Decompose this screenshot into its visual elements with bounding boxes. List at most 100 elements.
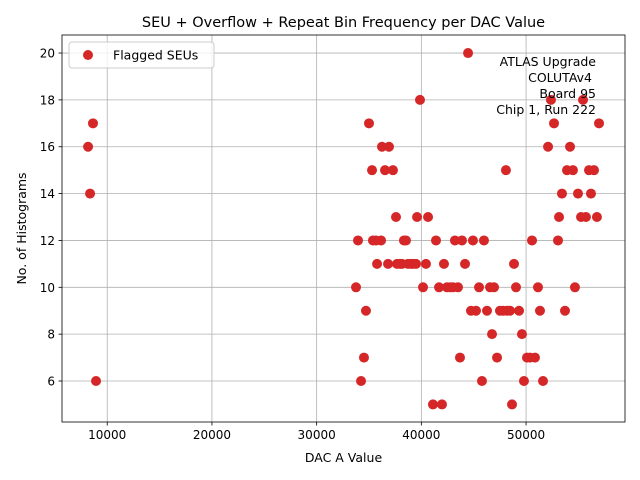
data-point xyxy=(351,282,362,293)
data-point xyxy=(85,188,96,199)
y-axis-ticks: 6 8 10 12 14 16 18 20 xyxy=(40,47,62,389)
data-point xyxy=(456,235,467,246)
data-point xyxy=(436,399,447,410)
data-point xyxy=(489,282,500,293)
data-point xyxy=(549,118,560,129)
data-point xyxy=(360,305,371,316)
data-point xyxy=(543,141,554,152)
data-point xyxy=(460,258,471,269)
data-point xyxy=(474,282,485,293)
data-point xyxy=(527,235,538,246)
data-point xyxy=(427,399,438,410)
data-point xyxy=(578,94,589,105)
y-tick-label: 18 xyxy=(40,93,55,107)
data-point xyxy=(363,118,374,129)
y-tick-label: 14 xyxy=(40,187,55,201)
data-point xyxy=(552,235,563,246)
data-point xyxy=(534,305,545,316)
data-point xyxy=(383,141,394,152)
x-tick-label: 50000 xyxy=(507,428,545,442)
data-point xyxy=(529,352,540,363)
data-point xyxy=(449,235,460,246)
data-point xyxy=(380,165,391,176)
x-tick-label: 20000 xyxy=(193,428,231,442)
data-point xyxy=(487,329,498,340)
data-point xyxy=(418,282,429,293)
data-point xyxy=(492,352,503,363)
data-point xyxy=(538,376,549,387)
data-point xyxy=(463,48,474,59)
data-point xyxy=(565,141,576,152)
data-point xyxy=(412,212,423,223)
data-point xyxy=(476,376,487,387)
x-axis-label: DAC A Value xyxy=(305,450,383,465)
data-point xyxy=(372,258,383,269)
data-point xyxy=(353,235,364,246)
data-point xyxy=(594,118,605,129)
legend-marker xyxy=(83,50,93,60)
data-point xyxy=(554,212,565,223)
legend: Flagged SEUs xyxy=(68,41,215,69)
data-point xyxy=(358,352,369,363)
data-point xyxy=(545,94,556,105)
grid xyxy=(62,35,625,422)
data-point xyxy=(556,188,567,199)
data-point xyxy=(376,141,387,152)
data-point xyxy=(414,94,425,105)
data-point xyxy=(434,282,445,293)
x-axis-ticks: 10000 20000 30000 40000 50000 xyxy=(88,422,545,442)
data-point xyxy=(411,258,422,269)
data-point xyxy=(367,165,378,176)
data-point xyxy=(589,165,600,176)
scatter-points xyxy=(83,48,605,410)
data-point xyxy=(376,235,387,246)
data-point xyxy=(507,399,518,410)
data-point xyxy=(478,235,489,246)
plot-frame xyxy=(61,34,626,423)
annotation: ATLAS Upgrade COLUTAv4 Board 95 Chip 1, … xyxy=(496,54,596,117)
data-point xyxy=(452,282,463,293)
data-point xyxy=(423,212,434,223)
data-point xyxy=(420,258,431,269)
y-tick-label: 8 xyxy=(47,328,55,342)
data-point xyxy=(511,282,522,293)
y-axis-label: No. of Histograms xyxy=(14,172,29,284)
data-point xyxy=(572,188,583,199)
data-point xyxy=(387,165,398,176)
data-point xyxy=(532,282,543,293)
y-tick-label: 12 xyxy=(40,234,55,248)
y-tick-label: 6 xyxy=(47,375,55,389)
data-point xyxy=(400,235,411,246)
data-point xyxy=(391,212,402,223)
y-tick-label: 16 xyxy=(40,140,55,154)
data-point xyxy=(467,235,478,246)
x-tick-label: 10000 xyxy=(88,428,126,442)
x-tick-label: 30000 xyxy=(298,428,336,442)
data-point xyxy=(431,235,442,246)
x-tick-label: 40000 xyxy=(402,428,440,442)
data-point xyxy=(585,188,596,199)
annotation-line: ATLAS Upgrade xyxy=(500,54,597,69)
y-tick-label: 10 xyxy=(40,281,55,295)
data-point xyxy=(87,118,98,129)
data-point xyxy=(83,141,94,152)
data-point xyxy=(560,305,571,316)
data-point xyxy=(454,352,465,363)
data-point xyxy=(569,282,580,293)
data-point xyxy=(509,258,520,269)
legend-label: Flagged SEUs xyxy=(113,48,198,63)
data-point xyxy=(580,212,591,223)
annotation-line: Board 95 xyxy=(539,86,596,101)
data-point xyxy=(481,305,492,316)
data-point xyxy=(518,376,529,387)
annotation-line: COLUTAv4 xyxy=(528,70,592,85)
data-point xyxy=(438,258,449,269)
data-point xyxy=(591,212,602,223)
data-point xyxy=(516,329,527,340)
data-point xyxy=(471,305,482,316)
y-tick-label: 20 xyxy=(40,47,55,61)
annotation-line: Chip 1, Run 222 xyxy=(496,102,596,117)
chart-title: SEU + Overflow + Repeat Bin Frequency pe… xyxy=(142,15,545,31)
data-point xyxy=(500,165,511,176)
